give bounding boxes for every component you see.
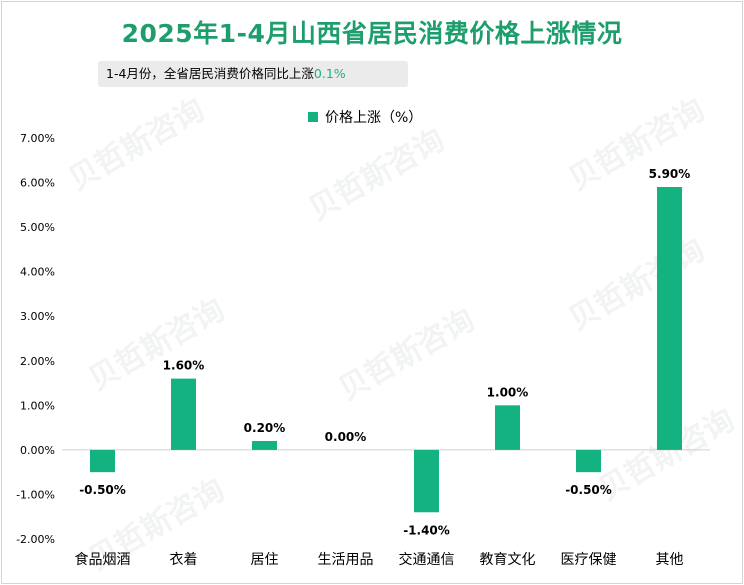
data-label: -0.50% (79, 483, 126, 497)
data-label: -1.40% (403, 523, 450, 537)
bar (171, 378, 196, 450)
x-category-label: 医疗保健 (561, 552, 617, 568)
summary-box: 1-4月份，全省居民消费价格同比上涨0.1% (98, 61, 408, 87)
y-tick-label: 6.00% (20, 177, 55, 190)
y-tick-label: 7.00% (20, 132, 55, 145)
y-tick-label: 0.00% (20, 444, 55, 457)
x-category-label: 生活用品 (318, 552, 374, 568)
bar (657, 187, 682, 450)
y-tick-label: -1.00% (16, 488, 55, 501)
summary-text: 1-4月份，全省居民消费价格同比上涨 (106, 66, 314, 81)
y-tick-label: 5.00% (20, 221, 55, 234)
summary-highlight: 0.1% (313, 66, 346, 81)
bar (252, 440, 277, 450)
bar (90, 449, 115, 473)
bar (495, 405, 520, 450)
x-category-label: 其他 (656, 552, 684, 568)
legend-label: 价格上涨（%） (325, 110, 423, 126)
data-label: -0.50% (565, 483, 612, 497)
y-tick-label: -2.00% (16, 533, 55, 546)
x-category-label: 衣着 (170, 552, 198, 568)
y-tick-label: 1.00% (20, 399, 55, 412)
x-category-label: 居住 (251, 552, 279, 568)
data-label: 5.90% (649, 167, 691, 181)
y-tick-label: 4.00% (20, 266, 55, 279)
data-label: 0.20% (244, 421, 286, 435)
data-label: 0.00% (325, 430, 367, 444)
bar (414, 449, 439, 513)
x-category-label: 交通通信 (399, 551, 455, 568)
x-category-label: 教育文化 (480, 552, 536, 568)
chart-title: 2025年1-4月山西省居民消费价格上涨情况 (121, 19, 623, 48)
legend-swatch (308, 112, 318, 122)
data-label: 1.60% (163, 359, 205, 373)
x-category-label: 食品烟酒 (75, 551, 131, 568)
data-label: 1.00% (487, 385, 529, 399)
legend: 价格上涨（%） (308, 107, 422, 127)
y-tick-label: 3.00% (20, 310, 55, 323)
bar (576, 449, 601, 473)
y-tick-label: 2.00% (20, 355, 55, 368)
